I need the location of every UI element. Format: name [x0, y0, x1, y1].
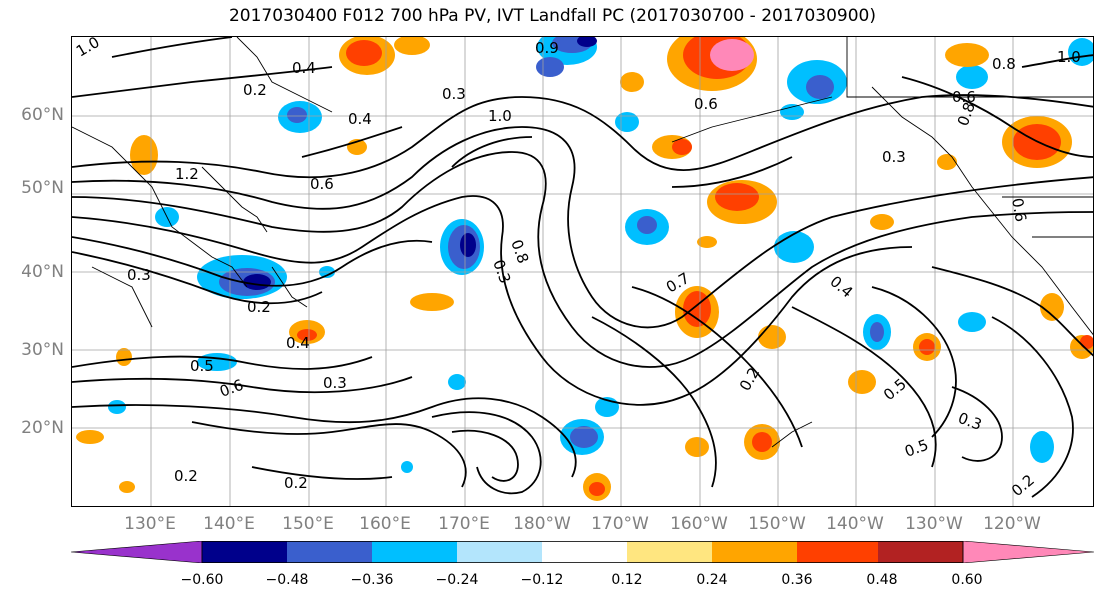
lon-label-140e: 140°E — [203, 514, 255, 534]
colorbar-swatch — [372, 541, 457, 563]
contour-label: 0.3 — [882, 148, 906, 166]
colorbar-swatch — [70, 540, 203, 564]
contour-label: 0.3 — [956, 409, 985, 434]
contour-label: 1.0 — [73, 37, 103, 60]
contour-label: 0.4 — [286, 334, 310, 352]
lat-label-30n: 30°N — [21, 340, 64, 360]
colorbar-tick: −0.36 — [350, 572, 394, 588]
colorbar-outline — [201, 541, 964, 563]
lon-label-130w: 130°W — [905, 514, 963, 534]
contour-label: 0.2 — [284, 474, 308, 492]
contour-label: 0.3 — [127, 266, 151, 284]
contour-label: 0.4 — [348, 110, 372, 128]
colorbar-swatch — [287, 541, 372, 563]
pv-contours — [72, 37, 1093, 498]
contour-label: 0.2 — [174, 467, 198, 485]
colorbar-tick: 0.24 — [696, 572, 728, 588]
contour-label: 0.4 — [826, 272, 856, 301]
contour-label: 0.3 — [323, 374, 347, 392]
contour-label: 0.2 — [247, 298, 271, 316]
colorbar-tick: −0.12 — [520, 572, 564, 588]
colorbar — [70, 540, 1095, 564]
colorbar-canvas — [70, 540, 1095, 564]
contour-label: 0.9 — [535, 39, 559, 57]
contour-label: 1.0 — [1057, 48, 1081, 66]
map-canvas: 1.0 0.4 0.9 0.6 0.3 1.0 1.2 0.6 0.4 0.2 … — [72, 37, 1093, 506]
lat-label-40n: 40°N — [21, 262, 64, 282]
colorbar-swatch — [878, 541, 963, 563]
contour-label: 0.8 — [992, 55, 1016, 73]
lon-label-130e: 130°E — [124, 514, 176, 534]
lon-label-160w: 160°W — [670, 514, 728, 534]
contour-label: 0.3 — [442, 85, 466, 103]
colorbar-tick: −0.60 — [180, 572, 224, 588]
contour-label: 0.5 — [190, 357, 214, 375]
colorbar-swatch — [712, 541, 797, 563]
colorbar-swatch — [962, 540, 1095, 564]
contour-label: 0.8 — [507, 237, 532, 266]
contour-label: 0.2 — [243, 81, 267, 99]
colorbar-swatch — [542, 541, 627, 563]
colorbar-swatch — [202, 541, 287, 563]
colorbar-tick: −0.48 — [265, 572, 309, 588]
contour-label: 0.6 — [217, 376, 246, 401]
lon-label-170e: 170°E — [438, 514, 490, 534]
lon-label-150e: 150°E — [282, 514, 334, 534]
contour-label: 0.6 — [1008, 197, 1030, 224]
coastlines — [72, 37, 1093, 448]
colorbar-tick: 0.60 — [951, 572, 983, 588]
lat-label-20n: 20°N — [21, 418, 64, 438]
lon-label-170w: 170°W — [591, 514, 649, 534]
lon-label-120w: 120°W — [983, 514, 1041, 534]
lon-label-160e: 160°E — [359, 514, 411, 534]
lon-label-140w: 140°W — [826, 514, 884, 534]
lat-label-50n: 50°N — [21, 178, 64, 198]
contour-label: 1.2 — [175, 165, 199, 183]
colorbar-swatch — [627, 541, 712, 563]
contour-label: 0.4 — [292, 59, 316, 77]
contour-label: 1.0 — [488, 107, 512, 125]
contour-label: 0.6 — [952, 88, 976, 106]
lon-label-150w: 150°W — [748, 514, 806, 534]
graticule — [72, 37, 1093, 506]
contour-label: 0.6 — [310, 175, 334, 193]
colorbar-tick: 0.36 — [781, 572, 813, 588]
colorbar-tick: 0.12 — [611, 572, 643, 588]
colorbar-swatch — [457, 541, 542, 563]
contour-label: 0.6 — [694, 95, 718, 113]
colorbar-tick: −0.24 — [435, 572, 479, 588]
colorbar-tick: 0.48 — [866, 572, 898, 588]
lat-label-60n: 60°N — [21, 105, 64, 125]
contour-label: 0.2 — [736, 364, 764, 394]
map-title: 2017030400 F012 700 hPa PV, IVT Landfall… — [228, 6, 876, 26]
lon-label-180w: 180°W — [513, 514, 571, 534]
map-panel: 1.0 0.4 0.9 0.6 0.3 1.0 1.2 0.6 0.4 0.2 … — [71, 36, 1094, 507]
contour-label: 0.5 — [902, 436, 931, 461]
contour-label: 0.3 — [489, 257, 514, 286]
colorbar-swatch — [797, 541, 878, 563]
